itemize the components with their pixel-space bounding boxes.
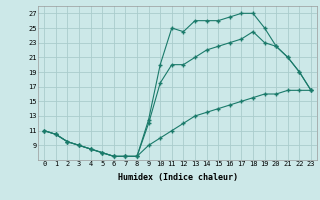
X-axis label: Humidex (Indice chaleur): Humidex (Indice chaleur) <box>118 173 238 182</box>
